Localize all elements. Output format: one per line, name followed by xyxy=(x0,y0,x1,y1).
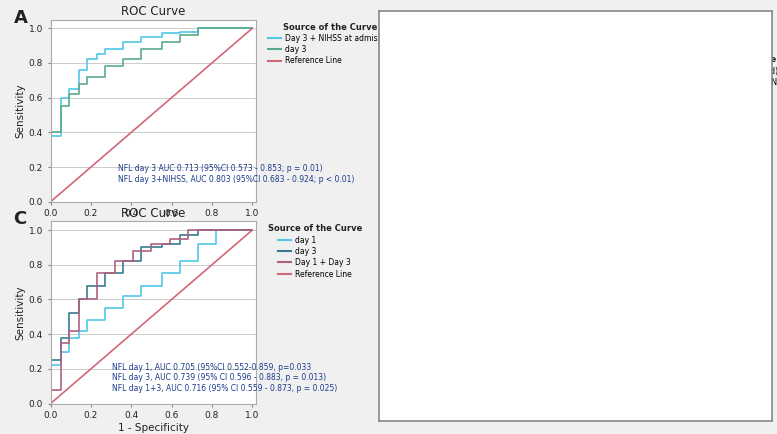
Legend: Day 3 + NIHSS at admission, day 3, Reference Line: Day 3 + NIHSS at admission, day 3, Refer… xyxy=(265,20,397,69)
Title: ROC Curve: ROC Curve xyxy=(121,5,186,18)
Text: B: B xyxy=(402,32,416,50)
Title: ROC Curve: ROC Curve xyxy=(510,38,574,51)
Text: NFL day 1, AUC 0.705 (95%CI 0.552-0.859, p=0.033
NFL day 3, AUC 0.739 (95% CI 0.: NFL day 1, AUC 0.705 (95%CI 0.552-0.859,… xyxy=(112,363,337,393)
X-axis label: 1 - Specificity: 1 - Specificity xyxy=(507,401,577,411)
Legend: increment rate (pg/mL*d), Incremental rate NFL + NIHSS
admission, Reference Line: increment rate (pg/mL*d), Incremental ra… xyxy=(653,52,777,112)
Y-axis label: Sensitivity: Sensitivity xyxy=(404,190,414,244)
X-axis label: 1 - Specificity: 1 - Specificity xyxy=(118,423,189,433)
Y-axis label: Sensitivity: Sensitivity xyxy=(16,285,26,340)
Text: Incremental NFL , AUC 0.744 (95%CI 0.610-0.877, p=0.004
NIHSS admission + increm: Incremental NFL , AUC 0.744 (95%CI 0.610… xyxy=(497,335,741,365)
Title: ROC Curve: ROC Curve xyxy=(121,207,186,220)
X-axis label: 1 - Specificity: 1 - Specificity xyxy=(118,221,189,231)
Text: A: A xyxy=(13,9,27,26)
Y-axis label: Sensitivity: Sensitivity xyxy=(16,83,26,138)
Text: NFL day 3 AUC 0.713 (95%CI 0.573 - 0.853; p = 0.01)
NFL day 3+NIHSS, AUC 0.803 (: NFL day 3 AUC 0.713 (95%CI 0.573 - 0.853… xyxy=(118,164,355,184)
Text: C: C xyxy=(13,210,26,228)
Legend: day 1, day 3, Day 1 + Day 3, Reference Line: day 1, day 3, Day 1 + Day 3, Reference L… xyxy=(265,221,365,282)
